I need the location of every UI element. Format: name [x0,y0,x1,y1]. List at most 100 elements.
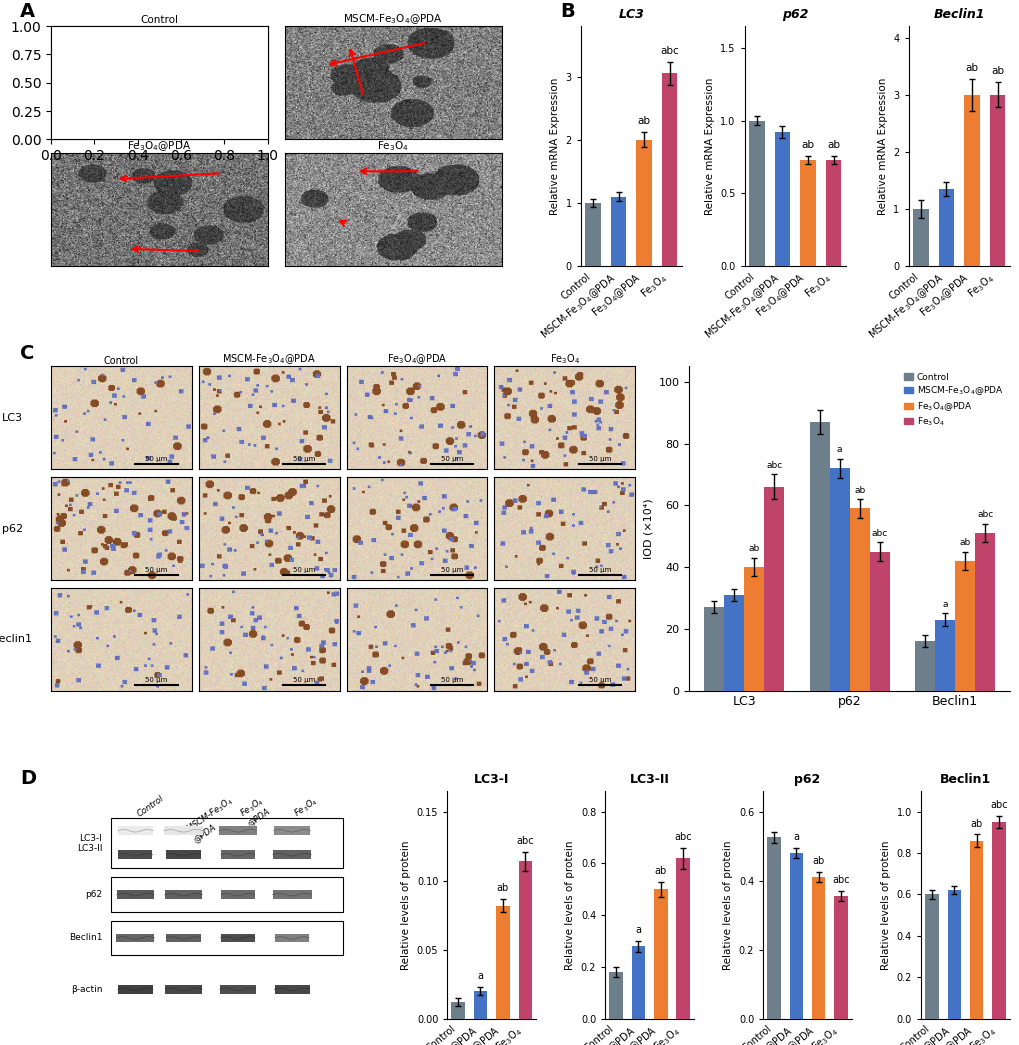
Title: LC3-II: LC3-II [629,772,668,786]
Bar [991,822,1005,1019]
Text: A: A [20,2,36,21]
Title: Beclin1: Beclin1 [938,772,990,786]
Text: D: D [20,769,37,788]
Text: ab: ab [990,66,1003,76]
Text: a: a [942,600,947,609]
Y-axis label: Relative mRNA Expression: Relative mRNA Expression [877,77,887,215]
Bar [744,567,763,691]
Bar [988,95,1004,266]
Title: Fe$_3$O$_4$@PDA: Fe$_3$O$_4$@PDA [127,139,192,153]
Text: ab: ab [801,140,814,149]
Y-axis label: Relative mRNA Expression: Relative mRNA Expression [704,77,714,215]
Bar [273,827,310,835]
Text: 50 μm: 50 μm [292,677,315,683]
Text: 50 μm: 50 μm [146,677,167,683]
Text: B: B [559,2,575,21]
Text: ab: ab [826,140,840,149]
Bar [849,509,869,691]
Text: 50 μm: 50 μm [292,456,315,462]
Text: ab: ab [496,883,508,892]
Title: Control: Control [141,16,178,25]
Y-axis label: Relative levels of protein: Relative levels of protein [565,840,575,970]
Bar [273,851,311,859]
Y-axis label: IOD (×10⁴): IOD (×10⁴) [643,498,652,559]
Text: abc: abc [516,836,534,846]
Text: Fe$_3$O$_4$
@PDA: Fe$_3$O$_4$ @PDA [237,794,272,828]
Bar [451,1002,465,1019]
Title: LC3: LC3 [618,7,644,21]
Text: ab: ab [965,63,977,73]
Title: MSCM-Fe$_3$O$_4$@PDA: MSCM-Fe$_3$O$_4$@PDA [343,13,442,26]
Text: 50 μm: 50 μm [146,456,167,462]
Text: ab: ab [853,486,864,494]
Bar [274,984,309,994]
Text: abc: abc [832,876,849,885]
Text: ab: ab [959,538,970,547]
Bar [473,992,487,1019]
Bar [116,933,154,943]
Y-axis label: Beclin1: Beclin1 [0,634,33,645]
Bar [495,906,510,1019]
Text: a: a [635,926,641,935]
Bar [763,487,784,691]
Text: 50 μm: 50 μm [440,566,463,573]
Bar [165,890,202,899]
Bar [219,827,257,835]
Y-axis label: Relative levels of protein: Relative levels of protein [722,840,733,970]
Y-axis label: Relative mRNA Expression: Relative mRNA Expression [549,77,559,215]
Text: p62: p62 [85,890,102,899]
Y-axis label: p62: p62 [2,524,22,534]
Title: p62: p62 [794,772,820,786]
Title: Fe$_3$O$_4$: Fe$_3$O$_4$ [549,352,579,367]
Bar [676,858,689,1019]
Text: ab: ab [812,856,824,866]
Bar [934,620,954,691]
Bar [947,890,960,1019]
Text: a: a [477,972,483,981]
Bar [937,189,953,266]
Bar [221,851,255,859]
Text: C: C [20,345,35,364]
Legend: Control, MSCM-Fe$_3$O$_4$@PDA, Fe$_3$O$_4$@PDA, Fe$_3$O$_4$: Control, MSCM-Fe$_3$O$_4$@PDA, Fe$_3$O$_… [902,371,1005,429]
Bar [518,861,532,1019]
Text: Control: Control [136,794,165,819]
Y-axis label: Relative levels of protein: Relative levels of protein [400,840,411,970]
Text: abc: abc [765,461,782,470]
Text: 50 μm: 50 μm [440,456,463,462]
Bar [811,877,824,1019]
Text: β-actin: β-actin [70,984,102,994]
Bar [220,984,256,994]
Text: a: a [836,445,842,455]
Text: Beclin1: Beclin1 [68,933,102,943]
Bar [166,933,201,943]
Text: ab: ab [969,818,981,829]
Title: Control: Control [104,355,139,366]
Y-axis label: LC3: LC3 [2,413,22,423]
Bar [610,196,626,266]
Bar [166,851,201,859]
Bar [749,120,764,266]
Bar [963,95,978,266]
Text: Fe$_3$O$_4$: Fe$_3$O$_4$ [291,794,320,819]
Text: a: a [793,832,799,842]
Bar [117,827,153,835]
Title: Beclin1: Beclin1 [932,7,984,21]
Bar [974,533,995,691]
Bar [800,160,815,266]
Bar [774,133,790,266]
Text: 50 μm: 50 μm [588,456,610,462]
Bar [869,552,889,691]
Text: 50 μm: 50 μm [588,677,610,683]
Bar [954,561,974,691]
Bar [221,890,255,899]
Bar [117,890,154,899]
Text: LC3-I
LC3-II: LC3-I LC3-II [76,834,102,853]
Title: Fe$_3$O$_4$: Fe$_3$O$_4$ [377,139,409,153]
Bar [825,160,841,266]
Text: 50 μm: 50 μm [440,677,463,683]
Bar [111,818,343,868]
Bar [272,890,311,899]
Bar [165,984,202,994]
Bar [703,607,723,691]
Bar [834,897,847,1019]
